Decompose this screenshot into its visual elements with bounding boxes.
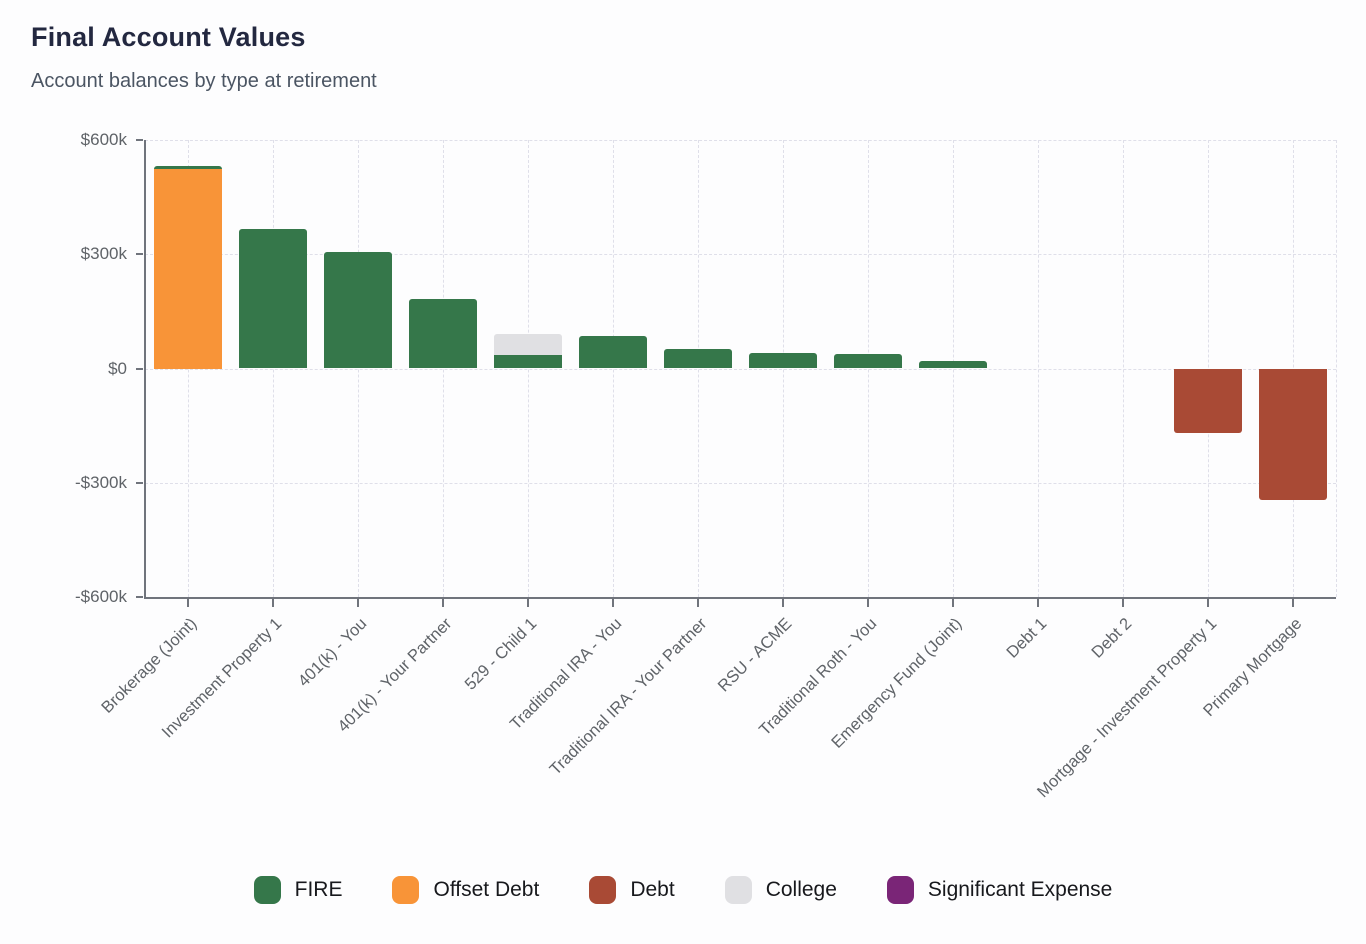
x-tick-mark <box>696 599 699 607</box>
y-tick-mark <box>136 367 143 370</box>
y-tick-mark <box>136 253 143 256</box>
x-tick-mark <box>1037 599 1040 607</box>
legend-swatch-offset-debt <box>392 876 420 904</box>
x-tick-mark <box>952 599 955 607</box>
legend-swatch-college <box>724 876 752 904</box>
y-tick-label: $300k <box>80 244 127 264</box>
legend-item-offset-debt[interactable]: Offset Debt <box>392 876 539 904</box>
gridline-vertical <box>272 140 274 597</box>
legend-swatch-significant-expense <box>886 876 914 904</box>
bar-401-k-your-partner-fire[interactable] <box>408 298 477 369</box>
gridline-horizontal <box>145 140 1336 141</box>
gridline-vertical <box>868 140 870 597</box>
gridline-vertical <box>783 140 785 597</box>
bar-401-k-you-fire[interactable] <box>323 252 392 369</box>
legend-item-label: Significant Expense <box>927 878 1113 901</box>
gridline-vertical <box>953 140 955 597</box>
bar-529-child-1-college[interactable] <box>493 334 562 356</box>
y-axis-line <box>144 140 146 599</box>
gridline-horizontal <box>145 368 1336 370</box>
gridline-vertical <box>442 140 444 597</box>
bar-529-child-1-fire[interactable] <box>493 355 562 369</box>
legend-swatch-fire <box>253 876 281 904</box>
y-tick-label: $0 <box>108 358 127 378</box>
bar-primary-mortgage-debt[interactable] <box>1259 368 1328 500</box>
x-tick-mark <box>441 599 444 607</box>
gridline-vertical <box>357 140 359 597</box>
x-tick-mark <box>526 599 529 607</box>
y-tick-label: -$600k <box>75 587 127 606</box>
legend: FIRE Offset Debt Debt College Significant Ex… <box>0 876 1366 904</box>
x-tick-mark <box>782 599 785 607</box>
x-tick-mark <box>1207 599 1210 607</box>
bar-brokerage-joint-offset-debt[interactable] <box>153 168 222 369</box>
x-axis-line <box>144 597 1336 599</box>
y-tick-label: -$300k <box>75 472 127 492</box>
y-tick-mark <box>136 139 143 141</box>
gridline-vertical <box>187 140 189 597</box>
legend-item-fire[interactable]: FIRE <box>253 876 343 904</box>
legend-item-debt[interactable]: Debt <box>589 876 675 904</box>
legend-item-label: FIRE <box>294 878 343 901</box>
gridline-vertical <box>527 140 529 597</box>
y-tick-mark <box>136 596 143 598</box>
bar-traditional-ira-your-partner-fire[interactable] <box>663 349 732 369</box>
y-tick-mark <box>136 481 143 484</box>
gridline-vertical <box>1038 140 1040 597</box>
gridline-vertical <box>1336 140 1337 597</box>
y-tick-label: $600k <box>80 130 127 149</box>
bar-traditional-ira-you-fire[interactable] <box>578 336 647 369</box>
legend-swatch-debt <box>589 876 617 904</box>
gridline-horizontal <box>145 254 1336 256</box>
x-tick-mark <box>1292 599 1295 607</box>
bar-emergency-fund-joint-fire[interactable] <box>919 361 988 369</box>
legend-item-label: Offset Debt <box>433 878 540 901</box>
x-tick-mark <box>867 599 870 607</box>
gridline-vertical <box>1123 140 1125 597</box>
bar-traditional-roth-you-fire[interactable] <box>834 354 903 369</box>
page-title: Final Account Values <box>31 22 306 52</box>
x-tick-mark <box>271 599 274 607</box>
legend-item-label: Debt <box>630 878 675 901</box>
bar-brokerage-joint-fire[interactable] <box>153 165 222 169</box>
bar-mortgage-investment-property-1-debt[interactable] <box>1174 368 1243 434</box>
x-tick-mark <box>186 599 189 607</box>
legend-item-college[interactable]: College <box>724 876 837 904</box>
x-tick-mark <box>611 599 614 607</box>
x-tick-mark <box>1122 599 1125 607</box>
bar-investment-property-1-fire[interactable] <box>238 229 307 369</box>
bar-rsu-acme-fire[interactable] <box>749 352 818 369</box>
legend-item-significant-expense[interactable]: Significant Expense <box>886 876 1113 904</box>
page-subtitle: Account balances by type at retirement <box>31 70 377 92</box>
legend-item-label: College <box>765 878 837 901</box>
gridline-vertical <box>612 140 614 597</box>
gridline-horizontal <box>145 482 1336 484</box>
gridline-vertical <box>697 140 699 597</box>
x-tick-mark <box>356 599 359 607</box>
